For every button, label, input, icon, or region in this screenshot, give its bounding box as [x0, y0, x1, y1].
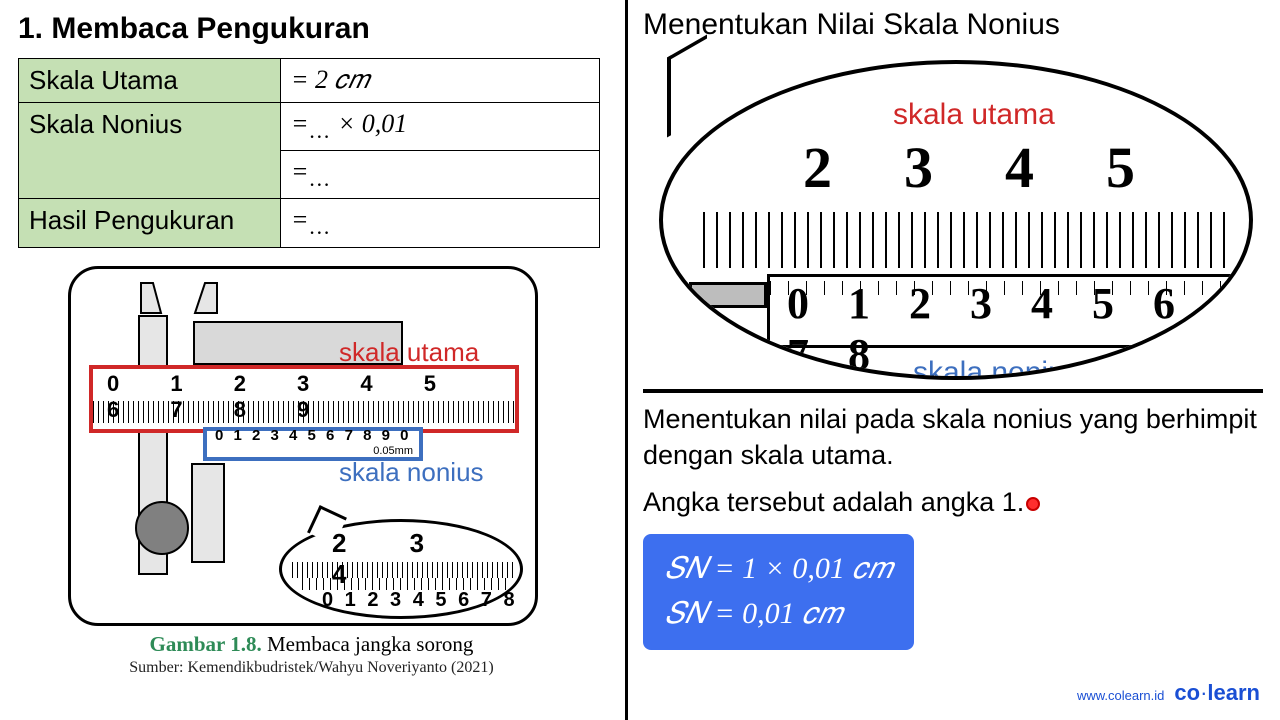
cell-value: =… × 0,01: [281, 103, 600, 151]
table-row: Skala Nonius =… × 0,01: [19, 103, 600, 151]
measurement-table: Skala Utama = 2 𝑐𝑚 Skala Nonius =… × 0,0…: [18, 58, 600, 248]
vernier-scale-box: 0 1 2 3 4 5 6 7 8 9 0 0.05mm: [203, 427, 423, 461]
caliper-jaws-icon: [135, 279, 245, 315]
caliper-knob-icon: [135, 501, 189, 555]
footer: www.colearn.id co·learn: [1077, 680, 1260, 706]
vernier-scale-label: skala nonius: [339, 457, 484, 488]
cell-value: =…: [281, 151, 600, 199]
main-scale-label: skala utama: [339, 337, 479, 368]
zoom-ticks-top: [292, 562, 516, 578]
vernier-unit: 0.05mm: [373, 445, 413, 457]
zoom-bubble-large: skala utama 2345 0 1 2 3 4 5 6 7 8 skala…: [643, 46, 1253, 391]
formula-line-2: 𝑆𝑁 = 0,01 𝑐𝑚: [665, 591, 892, 636]
figure-caption: Gambar 1.8. Membaca jangka sorong: [18, 632, 605, 657]
brand-logo: co·learn: [1174, 680, 1260, 706]
cell-value: = 2 𝑐𝑚: [281, 59, 600, 103]
pointer-dot-icon: [1026, 497, 1040, 511]
table-row: Skala Utama = 2 𝑐𝑚: [19, 59, 600, 103]
figure-source: Sumber: Kemendikbudristek/Wahyu Noveriya…: [18, 659, 605, 677]
zoom-top-numbers: 2345: [803, 134, 1135, 201]
section-heading: 1. Membaca Pengukuran: [18, 12, 605, 46]
bubble-underline: [643, 389, 1263, 393]
explanation-para-1: Menentukan nilai pada skala nonius yang …: [643, 401, 1262, 474]
zoom-bottom-numbers: 0 1 2 3 4 5 6 7 8: [322, 589, 518, 612]
zoom-bubble: 2 3 4 0 1 2 3 4 5 6 7 8: [279, 519, 523, 619]
cell-label: Hasil Pengukuran: [19, 199, 281, 247]
cell-label: Skala Utama: [19, 59, 281, 103]
main-scale-ticks: [93, 401, 515, 423]
main-scale-label: skala utama: [893, 98, 1055, 132]
cell-value: =…: [281, 199, 600, 247]
formula-line-1: 𝑆𝑁 = 1 × 0,01 𝑐𝑚: [665, 546, 892, 591]
ruler-stub: [689, 282, 767, 308]
main-scale-box: 0 1 2 3 4 5 6 7 8 9: [89, 365, 519, 433]
column-divider: [625, 0, 628, 720]
footer-site: www.colearn.id: [1077, 688, 1164, 703]
caliper-lower-arm: [191, 463, 225, 563]
cell-label: Skala Nonius: [19, 103, 281, 199]
vernier-numbers: 0 1 2 3 4 5 6 7 8 9 0: [215, 427, 411, 444]
zoom-ticks-top: [703, 212, 1233, 268]
caliper-illustration: 0 1 2 3 4 5 6 7 8 9 skala utama 0 1 2 3 …: [68, 266, 538, 626]
formula-box: 𝑆𝑁 = 1 × 0,01 𝑐𝑚 𝑆𝑁 = 0,01 𝑐𝑚: [643, 534, 914, 650]
table-row: Hasil Pengukuran =…: [19, 199, 600, 247]
right-title: Menentukan Nilai Skala Nonius: [643, 8, 1262, 42]
vernier-scale-label: skala nonius: [913, 356, 1080, 380]
explanation-para-2: Angka tersebut adalah angka 1.: [643, 484, 1262, 520]
